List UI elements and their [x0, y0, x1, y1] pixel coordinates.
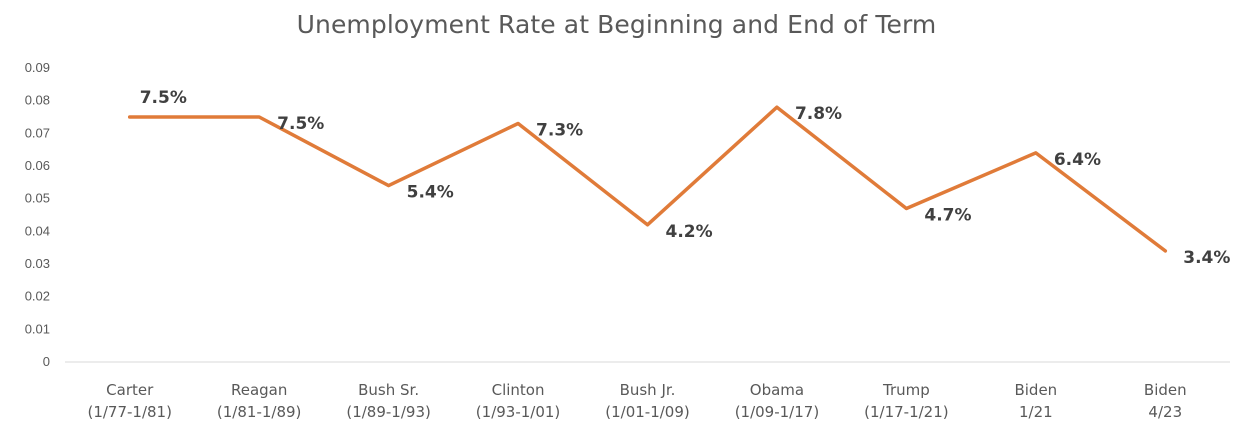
x-tick-label: (1/09-1/17) — [735, 403, 820, 421]
x-tick-label: 4/23 — [1148, 403, 1182, 421]
x-tick-label: (1/81-1/89) — [217, 403, 302, 421]
y-tick-label: 0.06 — [25, 158, 50, 173]
data-point — [1163, 249, 1167, 253]
data-point — [387, 184, 391, 188]
y-tick-label: 0.01 — [25, 321, 50, 336]
data-label: 6.4% — [1054, 150, 1101, 170]
y-tick-label: 0.09 — [25, 60, 50, 75]
y-tick-label: 0 — [43, 354, 50, 369]
x-tick-label: Trump — [882, 381, 930, 399]
data-point — [904, 206, 908, 210]
y-tick-label: 0.05 — [25, 191, 50, 206]
data-point — [257, 115, 261, 119]
x-tick-label: Clinton — [492, 381, 545, 399]
y-tick-label: 0.03 — [25, 256, 50, 271]
x-tick-label: Biden — [1014, 381, 1057, 399]
data-point — [1034, 151, 1038, 155]
data-label: 7.5% — [140, 88, 187, 108]
y-tick-label: 0.04 — [25, 223, 50, 238]
x-tick-label: (1/17-1/21) — [864, 403, 949, 421]
data-label: 3.4% — [1183, 248, 1230, 268]
data-label: 4.7% — [924, 205, 971, 225]
data-label: 4.2% — [666, 222, 713, 242]
data-point — [128, 115, 132, 119]
x-tick-label: (1/89-1/93) — [346, 403, 431, 421]
x-tick-label: Reagan — [231, 381, 287, 399]
x-tick-label: (1/01-1/09) — [605, 403, 690, 421]
y-tick-label: 0.08 — [25, 93, 50, 108]
data-label: 7.3% — [536, 121, 583, 141]
x-tick-label: (1/93-1/01) — [476, 403, 561, 421]
data-point — [516, 122, 520, 126]
data-point — [775, 105, 779, 109]
x-tick-label: (1/77-1/81) — [87, 403, 172, 421]
y-tick-label: 0.02 — [25, 289, 50, 304]
data-label: 5.4% — [407, 183, 454, 203]
x-tick-label: Obama — [750, 381, 804, 399]
x-tick-label: Carter — [106, 381, 154, 399]
y-tick-label: 0.07 — [25, 125, 50, 140]
data-label: 7.8% — [795, 104, 842, 124]
chart-title: Unemployment Rate at Beginning and End o… — [296, 10, 937, 39]
data-label: 7.5% — [277, 114, 324, 134]
x-tick-label: 1/21 — [1019, 403, 1053, 421]
x-tick-label: Biden — [1144, 381, 1187, 399]
data-point — [646, 223, 649, 227]
x-tick-label: Bush Jr. — [620, 381, 676, 399]
x-tick-label: Bush Sr. — [358, 381, 419, 399]
